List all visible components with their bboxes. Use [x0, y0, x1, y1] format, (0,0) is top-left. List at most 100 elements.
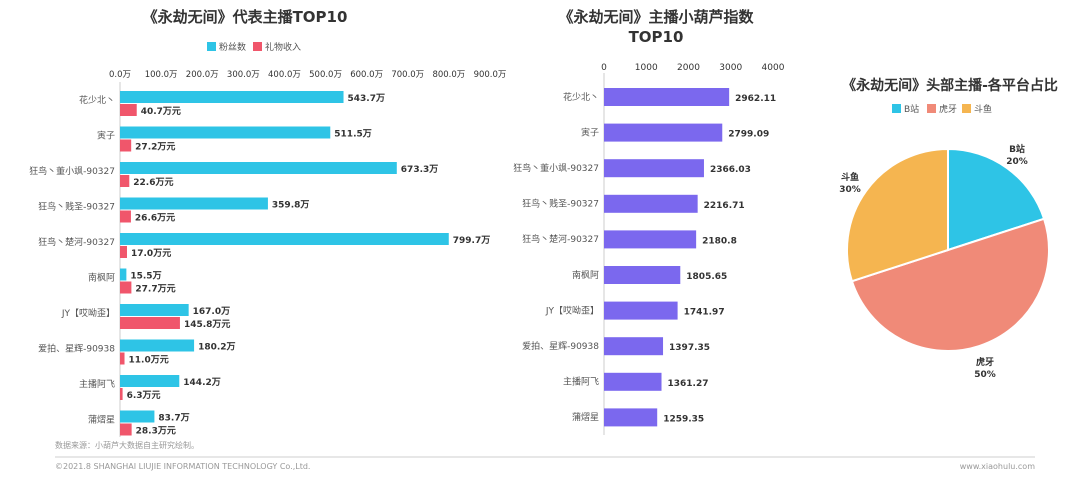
bar-gift-label: 28.3万元 [136, 426, 176, 437]
bar-gift [120, 210, 131, 223]
chart2-x-axis: 0 1000 2000 3000 4000 [601, 63, 785, 73]
category-label: 花少北丶 [79, 94, 115, 106]
bar-index-label: 2366.03 [710, 165, 751, 175]
bar-fans [120, 339, 195, 352]
bar-gift [120, 352, 125, 365]
category-label: JY【哎呦歪】 [61, 307, 115, 319]
bar-index-label: 1259.35 [663, 414, 704, 424]
category-label: 蒲熠星 [572, 411, 599, 423]
bar-fans-label: 543.7万 [348, 93, 385, 104]
category-label: 狂鸟丶贱圣-90327 [522, 198, 599, 210]
legend-label-gift: 礼物收入 [265, 41, 301, 53]
x-tick-label: 1000 [635, 63, 658, 73]
category-label: 寅子 [581, 126, 599, 138]
chart1-legend: 粉丝数 礼物收入 [207, 41, 301, 53]
legend-swatch-gift [253, 42, 262, 51]
bar-index-label: 2216.71 [704, 201, 745, 211]
bar-gift-label: 17.0万元 [131, 248, 171, 259]
bar-index [604, 337, 664, 356]
category-label: 主播阿飞 [563, 376, 599, 388]
bar-gift-label: 22.6万元 [133, 177, 173, 188]
bar-fans [120, 233, 449, 245]
bar-index [604, 266, 681, 284]
x-tick-label: 600.0万 [350, 70, 383, 80]
bar-fans [120, 197, 268, 210]
bar-fans [120, 410, 155, 423]
category-label: 寅子 [97, 129, 115, 141]
bar-fans [120, 126, 331, 139]
category-label: 蒲熠星 [88, 413, 115, 425]
pie-slice-percent: 20% [1006, 157, 1028, 167]
chart3-pie: B站 20% 虎牙 50% 斗鱼 30% [839, 143, 1050, 380]
bar-index-label: 1805.65 [686, 272, 727, 282]
bar-gift [120, 175, 130, 187]
legend-swatch-huya [927, 104, 936, 113]
bar-fans-label: 167.0万 [193, 306, 230, 317]
chart3-title: 《永劫无间》头部主播-各平台占比 [842, 77, 1058, 94]
bar-fans-label: 83.7万 [158, 413, 189, 424]
bar-gift-label: 145.8万元 [184, 319, 230, 330]
bar-index-label: 1741.97 [684, 308, 725, 318]
x-tick-label: 2000 [677, 63, 700, 73]
bar-fans-label: 511.5万 [334, 129, 371, 140]
chart2-plot: 花少北丶 2962.11 寅子 2799.09 狂鸟丶董小飒-90327 2366.03 狂… [513, 73, 776, 435]
bar-gift-label: 26.6万元 [135, 213, 175, 224]
bar-fans-label: 359.8万 [272, 200, 309, 211]
category-label: 南枫阿 [572, 269, 599, 281]
category-label: 狂鸟丶楚河-90327 [522, 233, 599, 245]
bar-index [604, 123, 723, 142]
category-label: 狂鸟丶董小飒-90327 [29, 165, 115, 177]
bar-gift [120, 317, 180, 329]
bar-gift [120, 104, 137, 116]
category-label: 狂鸟丶董小飒-90327 [513, 162, 599, 174]
category-label: 南枫阿 [88, 271, 115, 283]
bar-gift [120, 281, 132, 294]
pie-slice-name: 斗鱼 [841, 171, 859, 183]
x-tick-label: 700.0万 [391, 70, 424, 80]
bar-index-label: 2180.8 [702, 236, 737, 246]
bar-fans [120, 268, 127, 281]
bar-fans [120, 91, 344, 103]
legend-swatch-fans [207, 42, 216, 51]
bar-gift-label: 27.2万元 [135, 142, 175, 153]
pie-slice-percent: 50% [974, 370, 996, 380]
category-label: 爱拍、星辉-90938 [38, 342, 115, 354]
bar-index-label: 1397.35 [669, 343, 710, 353]
bar-gift-label: 6.3万元 [127, 390, 161, 401]
bar-index-label: 1361.27 [668, 379, 709, 389]
website-text: www.xiaohulu.com [960, 462, 1035, 471]
bar-fans [120, 375, 180, 387]
category-label: 花少北丶 [563, 91, 599, 103]
legend-swatch-bilibili [892, 104, 901, 113]
bar-gift [120, 139, 132, 152]
bar-gift-label: 27.7万元 [135, 284, 175, 295]
bar-gift-label: 40.7万元 [141, 106, 181, 117]
x-tick-label: 3000 [719, 63, 742, 73]
x-tick-label: 300.0万 [227, 70, 260, 80]
chart3-legend: B站 虎牙 斗鱼 [892, 103, 992, 115]
category-label: 狂鸟丶贱圣-90327 [38, 200, 115, 212]
x-tick-label: 0 [601, 63, 607, 73]
chart1-title: 《永劫无间》代表主播TOP10 [143, 8, 348, 26]
bar-index-label: 2962.11 [735, 94, 776, 104]
bar-fans-label: 799.7万 [453, 235, 490, 246]
category-label: 狂鸟丶楚河-90327 [38, 236, 115, 248]
bar-index [604, 372, 662, 391]
x-tick-label: 400.0万 [268, 70, 301, 80]
legend-label-fans: 粉丝数 [219, 41, 246, 53]
bar-fans [120, 304, 189, 316]
x-tick-label: 0.0万 [109, 70, 131, 80]
legend-swatch-douyu [962, 104, 971, 113]
pie-slice [850, 217, 1050, 352]
bar-index-label: 2799.09 [728, 130, 769, 140]
pie-slice-percent: 30% [839, 185, 861, 195]
bar-index [604, 88, 730, 106]
copyright-text: ©2021.8 SHANGHAI LIUJIE INFORMATION TECH… [55, 462, 310, 471]
pie-slice-name: 虎牙 [976, 356, 994, 368]
category-label: 爱拍、星辉-90938 [522, 340, 599, 352]
bar-gift-label: 11.0万元 [129, 355, 169, 366]
bar-fans-label: 673.3万 [401, 164, 438, 175]
x-tick-label: 800.0万 [432, 70, 465, 80]
